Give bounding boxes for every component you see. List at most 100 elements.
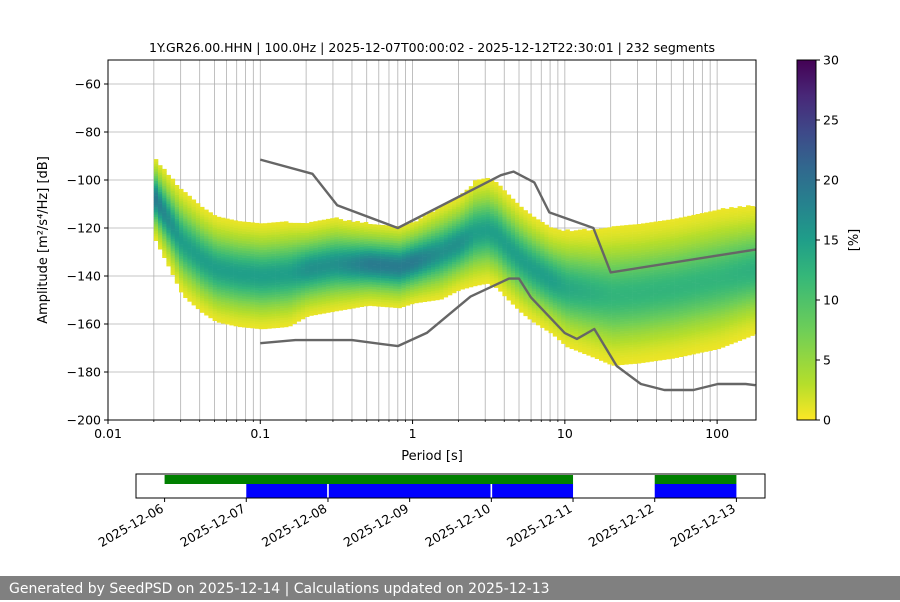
psd-cell — [439, 287, 444, 290]
psd-cell — [297, 293, 302, 296]
psd-cell — [444, 235, 449, 238]
psd-cell — [452, 274, 457, 277]
psd-cell — [578, 290, 583, 293]
psd-cell — [397, 248, 402, 251]
psd-cell — [326, 293, 331, 296]
psd-cell — [633, 361, 638, 364]
psd-cell — [250, 306, 255, 309]
psd-cell — [351, 222, 356, 225]
psd-cell — [582, 303, 587, 306]
psd-cell — [242, 270, 247, 273]
psd-cell — [498, 215, 503, 218]
psd-cell — [238, 322, 243, 325]
psd-cell — [549, 251, 554, 254]
psd-cell — [620, 305, 625, 308]
psd-cell — [330, 269, 335, 272]
psd-cell — [435, 257, 440, 260]
psd-cell — [481, 198, 486, 201]
psd-cell — [582, 330, 587, 333]
psd-cell — [607, 292, 612, 295]
psd-cell — [292, 276, 297, 279]
psd-cell — [561, 341, 566, 344]
psd-cell — [263, 314, 268, 317]
psd-cell — [536, 272, 541, 275]
psd-cell — [633, 354, 638, 357]
psd-cell — [267, 316, 272, 319]
psd-cell — [586, 353, 591, 356]
psd-cell — [637, 294, 642, 297]
psd-cell — [208, 277, 213, 280]
psd-cell — [297, 290, 302, 293]
psd-cell — [502, 229, 507, 232]
psd-cell — [192, 288, 197, 291]
psd-cell — [280, 275, 285, 278]
psd-cell — [591, 251, 596, 254]
psd-cell — [536, 229, 541, 232]
psd-cell — [351, 253, 356, 256]
psd-cell — [561, 300, 566, 303]
psd-cell — [204, 313, 209, 316]
psd-cell — [553, 284, 558, 287]
psd-cell — [410, 251, 415, 254]
psd-cell — [187, 237, 192, 240]
psd-cell — [255, 312, 260, 315]
psd-cell — [250, 244, 255, 247]
psd-cell — [410, 230, 415, 233]
psd-cell — [166, 199, 171, 202]
psd-cell — [263, 310, 268, 313]
psd-cell — [301, 317, 306, 320]
psd-cell — [267, 285, 272, 288]
psd-cell — [456, 204, 461, 207]
psd-cell — [221, 244, 226, 247]
psd-cell — [444, 292, 449, 295]
psd-cell — [603, 324, 608, 327]
psd-cell — [208, 229, 213, 232]
psd-cell — [166, 213, 171, 216]
psd-cell — [351, 246, 356, 249]
psd-cell — [280, 246, 285, 249]
psd-cell — [334, 256, 339, 259]
psd-cell — [393, 262, 398, 265]
psd-cell — [486, 276, 491, 279]
psd-cell — [452, 264, 457, 267]
psd-cell — [427, 268, 432, 271]
psd-cell — [607, 290, 612, 293]
psd-cell — [414, 265, 419, 268]
psd-cell — [284, 274, 289, 277]
psd-cell — [591, 302, 596, 305]
psd-cell — [628, 304, 633, 307]
psd-cell — [473, 240, 478, 243]
psd-cell — [486, 262, 491, 265]
psd-cell — [313, 267, 318, 270]
psd-cell — [292, 305, 297, 308]
psd-cell — [624, 249, 629, 252]
psd-cell — [221, 259, 226, 262]
psd-cell — [196, 218, 201, 221]
psd-cell — [586, 245, 591, 248]
psd-cell — [448, 252, 453, 255]
psd-cell — [234, 261, 239, 264]
psd-cell — [221, 227, 226, 230]
psd-cell — [246, 287, 251, 290]
psd-cell — [595, 342, 600, 345]
psd-cell — [372, 253, 377, 256]
psd-cell — [452, 216, 457, 219]
psd-cell — [217, 320, 222, 323]
psd-cell — [414, 231, 419, 234]
psd-cell — [263, 322, 268, 325]
psd-cell — [624, 283, 629, 286]
psd-cell — [238, 245, 243, 248]
psd-cell — [570, 325, 575, 328]
psd-cell — [213, 306, 218, 309]
psd-cell — [372, 232, 377, 235]
psd-cell — [402, 247, 407, 250]
psd-cell — [305, 266, 310, 269]
psd-cell — [208, 289, 213, 292]
psd-cell — [318, 280, 323, 283]
psd-cell — [309, 251, 314, 254]
psd-cell — [582, 323, 587, 326]
psd-cell — [460, 203, 465, 206]
psd-cell — [406, 267, 411, 270]
psd-cell — [158, 225, 163, 228]
psd-cell — [330, 259, 335, 262]
